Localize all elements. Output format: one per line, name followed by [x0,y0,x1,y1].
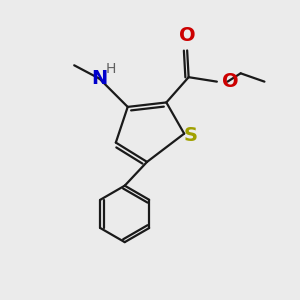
Text: S: S [184,126,198,145]
Text: O: O [179,26,196,45]
Text: O: O [222,72,239,91]
Text: H: H [106,62,116,76]
Text: N: N [91,69,108,88]
